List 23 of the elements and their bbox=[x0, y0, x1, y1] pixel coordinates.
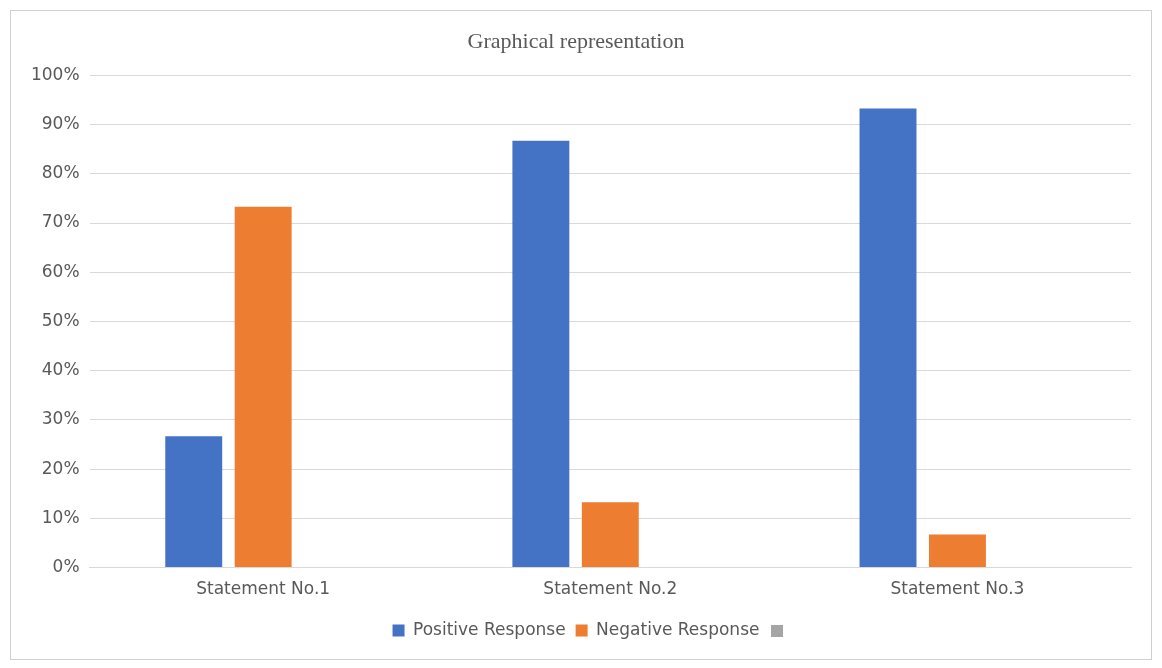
y-tick-label: 40% bbox=[41, 359, 80, 380]
y-tick-label: 70% bbox=[41, 211, 80, 232]
bar bbox=[234, 206, 292, 568]
bar bbox=[581, 502, 639, 568]
y-tick-label: 80% bbox=[41, 162, 80, 183]
y-tick-label: 0% bbox=[52, 556, 80, 577]
y-tick-label: 90% bbox=[41, 113, 80, 134]
y-tick-label: 50% bbox=[41, 309, 80, 330]
chart-title: Graphical representation bbox=[467, 27, 685, 53]
x-tick-label: Statement No.3 bbox=[890, 578, 1025, 599]
legend-label: Negative Response bbox=[596, 618, 760, 639]
x-tick-label: Statement No.1 bbox=[196, 578, 331, 599]
bar bbox=[928, 534, 986, 568]
legend-label: Positive Response bbox=[413, 618, 566, 639]
bar bbox=[512, 140, 570, 568]
y-tick-label: 30% bbox=[41, 408, 80, 429]
y-tick-label: 100% bbox=[30, 63, 80, 84]
y-tick-label: 10% bbox=[41, 506, 80, 527]
y-tick-label: 60% bbox=[41, 260, 80, 281]
bar bbox=[165, 436, 223, 568]
bar bbox=[859, 108, 917, 568]
y-tick-label: 20% bbox=[41, 457, 80, 478]
x-tick-label: Statement No.2 bbox=[543, 578, 678, 599]
